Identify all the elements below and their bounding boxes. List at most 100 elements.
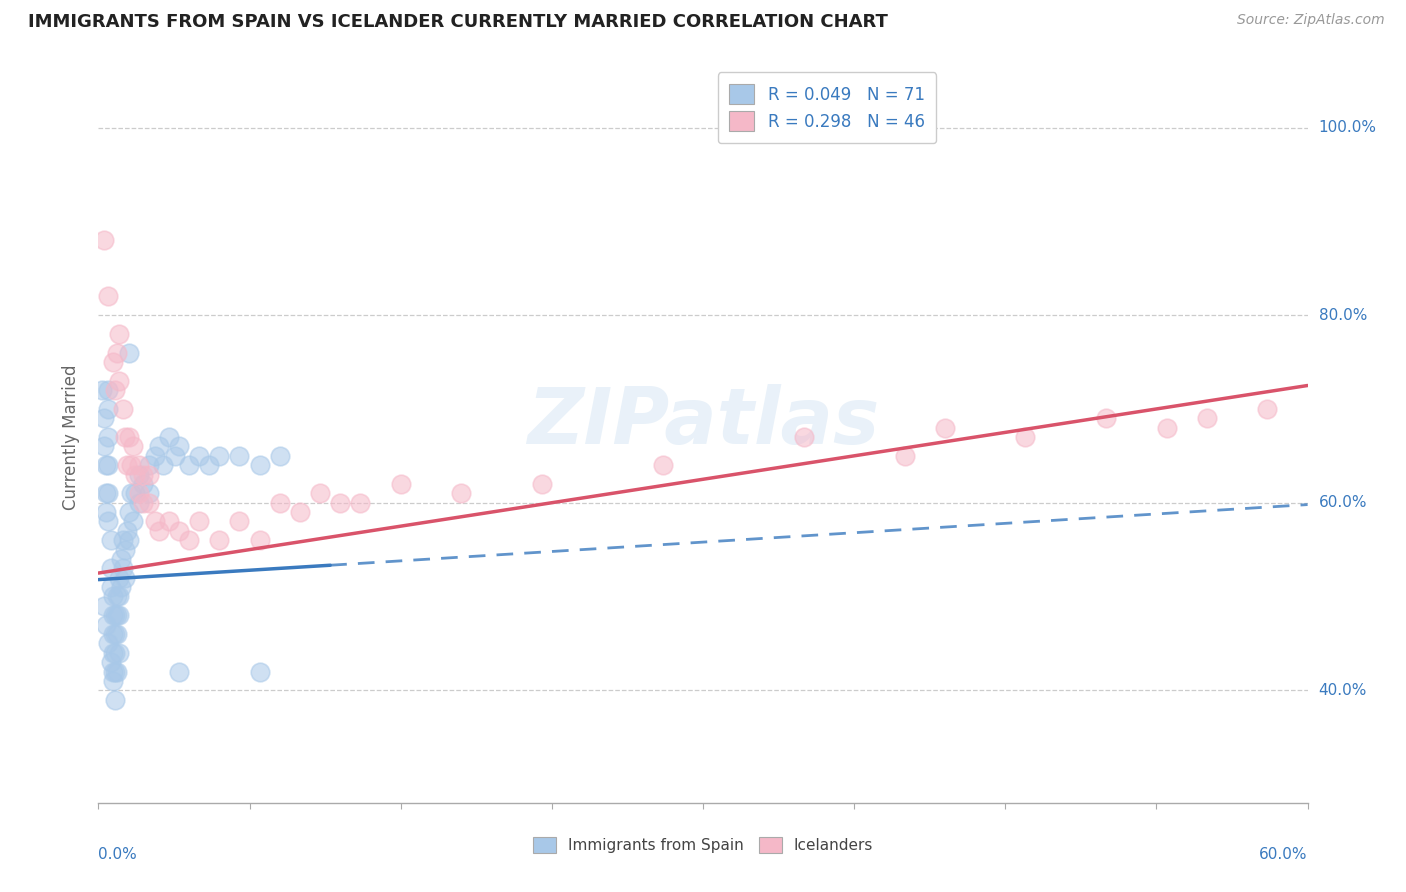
Point [105, 345, 128, 359]
Point [118, 505, 141, 519]
Text: 0.0%: 0.0% [98, 847, 138, 862]
Point [114, 571, 136, 585]
Point [93, 411, 115, 425]
Point [167, 440, 190, 454]
Point [96, 505, 118, 519]
Point [101, 355, 124, 369]
Point [132, 477, 155, 491]
Point [103, 627, 125, 641]
Point [138, 467, 160, 482]
Point [1095, 411, 1118, 425]
Point [179, 533, 201, 548]
Point [249, 458, 271, 473]
Point [269, 449, 291, 463]
Point [208, 533, 231, 548]
Point [1014, 430, 1036, 444]
Point [115, 458, 138, 473]
Point [107, 571, 129, 585]
Text: 40.0%: 40.0% [1319, 682, 1367, 698]
Point [148, 524, 170, 538]
Point [309, 486, 332, 500]
Point [103, 692, 125, 706]
Point [118, 345, 141, 359]
Point [120, 458, 142, 473]
Point [114, 430, 136, 444]
Point [288, 505, 311, 519]
Point [103, 665, 125, 679]
Point [138, 486, 160, 500]
Point [132, 467, 155, 482]
Point [188, 515, 211, 529]
Text: IMMIGRANTS FROM SPAIN VS ICELANDER CURRENTLY MARRIED CORRELATION CHART: IMMIGRANTS FROM SPAIN VS ICELANDER CURRE… [28, 13, 889, 31]
Text: ZIPatlas: ZIPatlas [527, 384, 879, 460]
Point [107, 326, 129, 341]
Point [269, 496, 291, 510]
Point [157, 430, 180, 444]
Point [651, 458, 673, 473]
Point [111, 401, 134, 416]
Text: Source: ZipAtlas.com: Source: ZipAtlas.com [1237, 13, 1385, 28]
Point [389, 477, 412, 491]
Point [128, 467, 150, 482]
Point [128, 496, 150, 510]
Point [101, 673, 124, 688]
Point [101, 627, 124, 641]
Point [100, 533, 122, 548]
Legend: Immigrants from Spain, Icelanders: Immigrants from Spain, Icelanders [524, 830, 882, 861]
Point [97, 515, 120, 529]
Point [143, 515, 166, 529]
Point [96, 486, 118, 500]
Point [249, 533, 271, 548]
Point [107, 646, 129, 660]
Point [124, 467, 146, 482]
Point [103, 383, 125, 397]
Point [100, 580, 122, 594]
Point [93, 233, 115, 247]
Point [97, 383, 120, 397]
Point [329, 496, 352, 510]
Point [157, 515, 180, 529]
Text: 60.0%: 60.0% [1260, 847, 1308, 862]
Point [107, 608, 129, 623]
Point [152, 458, 174, 473]
Point [110, 552, 132, 566]
Point [138, 496, 160, 510]
Point [105, 665, 128, 679]
Text: 60.0%: 60.0% [1319, 495, 1367, 510]
Point [167, 665, 190, 679]
Point [93, 440, 115, 454]
Point [188, 449, 211, 463]
Text: 80.0%: 80.0% [1319, 308, 1367, 323]
Point [114, 542, 136, 557]
Point [198, 458, 221, 473]
Point [450, 486, 472, 500]
Point [208, 449, 231, 463]
Point [148, 440, 170, 454]
Point [105, 627, 128, 641]
Point [105, 590, 128, 604]
Point [349, 496, 371, 510]
Point [97, 289, 120, 303]
Point [893, 449, 915, 463]
Point [163, 449, 186, 463]
Point [530, 477, 553, 491]
Point [121, 515, 143, 529]
Point [97, 636, 120, 650]
Point [97, 486, 120, 500]
Point [1195, 411, 1218, 425]
Point [228, 449, 250, 463]
Point [96, 458, 118, 473]
Point [111, 561, 134, 575]
Point [121, 440, 143, 454]
Point [101, 608, 124, 623]
Point [1156, 420, 1178, 434]
Point [97, 458, 120, 473]
Point [93, 599, 115, 613]
Point [167, 524, 190, 538]
Point [120, 486, 142, 500]
Point [96, 617, 118, 632]
Point [118, 533, 141, 548]
Point [179, 458, 201, 473]
Point [107, 590, 129, 604]
Text: 100.0%: 100.0% [1319, 120, 1376, 135]
